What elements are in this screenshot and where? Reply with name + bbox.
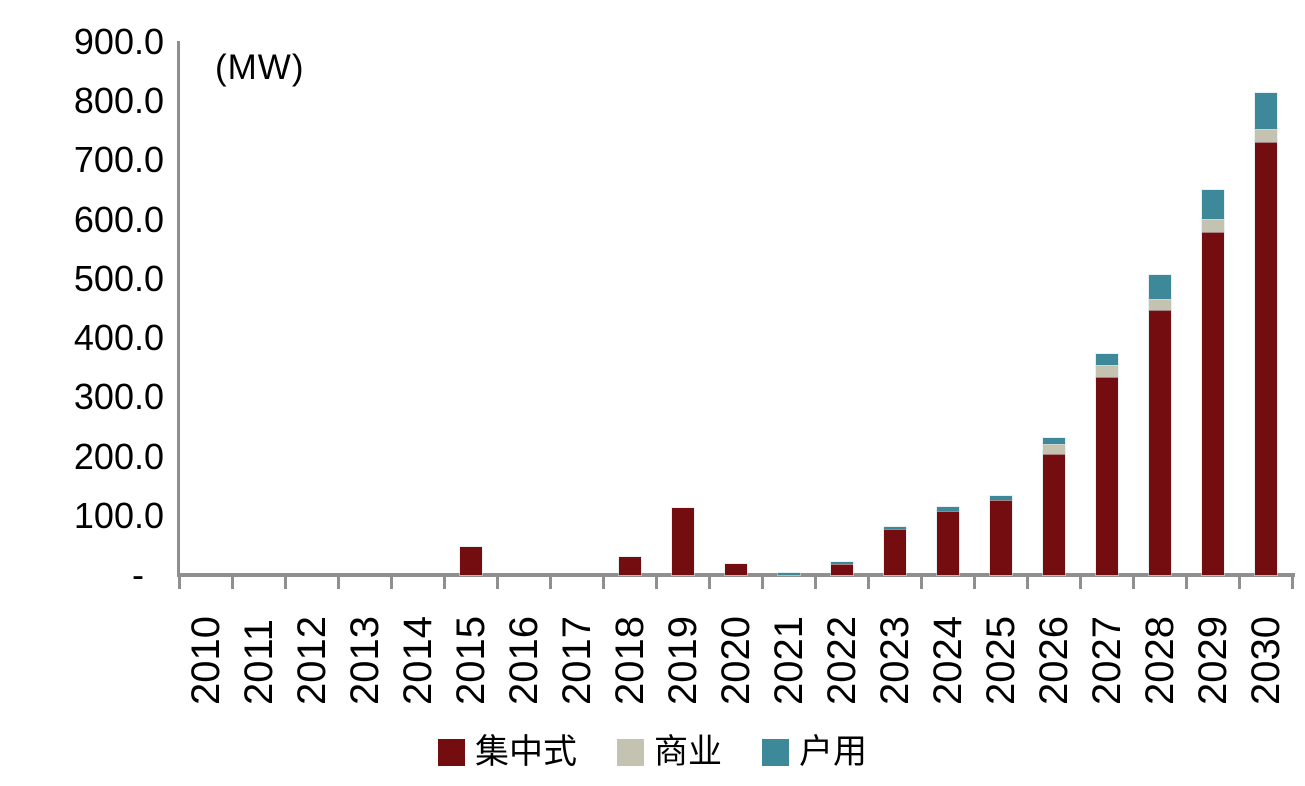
x-axis-tick: [1291, 575, 1294, 589]
x-axis-category-label: 2020: [713, 616, 758, 705]
x-axis-tick: [390, 575, 393, 589]
bar-segment-2029: [1200, 231, 1225, 576]
bar-segment-2030: [1253, 141, 1278, 576]
legend-label-residential: 户用: [799, 733, 867, 771]
x-axis-category-label: 2022: [819, 616, 864, 705]
legend-item-commercial: 商业: [617, 732, 722, 772]
x-axis-category-label: 2025: [978, 616, 1023, 705]
y-axis-line: [177, 41, 180, 577]
x-axis-category-label: 2017: [554, 616, 599, 705]
x-axis-tick: [549, 575, 552, 589]
x-axis-category-label: 2030: [1243, 616, 1288, 705]
bar-segment-2025: [988, 494, 1013, 502]
x-axis-tick: [231, 575, 234, 589]
x-axis-tick: [496, 575, 499, 589]
y-axis-tick-label: 900.0: [73, 21, 164, 62]
bar-segment-2021: [776, 571, 801, 577]
x-axis-tick: [761, 575, 764, 589]
bar-segment-2030: [1253, 128, 1278, 144]
bar-segment-2027: [1094, 352, 1119, 366]
bar-segment-2026: [1041, 437, 1066, 446]
bar-segment-2018: [617, 556, 642, 576]
y-axis-tick-label: 600.0: [73, 198, 164, 240]
y-axis-tick-label: 800.0: [73, 80, 164, 122]
legend-label-commercial: 商业: [654, 733, 722, 771]
x-axis-tick: [443, 575, 446, 589]
x-axis-category-label: 2027: [1084, 616, 1129, 705]
y-axis-tick-label: 300.0: [73, 376, 164, 418]
x-axis-category-label: 2024: [925, 616, 970, 705]
x-axis-category-label: 2029: [1190, 616, 1235, 705]
bar-segment-2022: [829, 562, 854, 577]
bar-segment-2020: [723, 563, 748, 576]
x-axis-tick: [1185, 575, 1188, 589]
bar-segment-2028: [1147, 273, 1172, 301]
bar-segment-2029: [1200, 189, 1225, 221]
x-axis-category-label: 2013: [342, 616, 387, 705]
bar-segment-2024: [935, 510, 960, 576]
legend-item-residential: 户用: [762, 732, 867, 772]
x-axis-tick: [814, 575, 817, 589]
bar-segment-2023: [882, 526, 907, 530]
x-axis-category-label: 2028: [1137, 616, 1182, 705]
x-axis-category-label: 2016: [501, 616, 546, 705]
bar-segment-2029: [1200, 218, 1225, 234]
y-axis-tick-label: 500.0: [73, 257, 164, 299]
x-axis-category-label: 2023: [872, 616, 917, 705]
x-axis-category-label: 2011: [236, 618, 281, 705]
x-axis-tick: [602, 575, 605, 589]
y-axis-tick-label: -: [132, 554, 144, 595]
x-axis-tick: [708, 575, 711, 589]
bar-segment-2024: [935, 505, 960, 513]
bar-segment-2028: [1147, 297, 1172, 312]
x-axis-category-label: 2010: [183, 616, 228, 705]
x-axis-category-label: 2026: [1031, 616, 1076, 705]
bar-segment-2027: [1094, 363, 1119, 379]
x-axis-tick: [655, 575, 658, 589]
x-axis-category-label: 2015: [448, 616, 493, 705]
bar-segment-2028: [1147, 309, 1172, 576]
x-axis-category-label: 2018: [607, 616, 652, 705]
bar-segment-2019: [670, 507, 695, 576]
y-axis-tick-label: 100.0: [73, 494, 164, 536]
x-axis-tick: [284, 575, 287, 589]
chart-legend: 集中式 商业 户用: [0, 728, 1305, 776]
x-axis-category-label: 2014: [395, 616, 440, 705]
legend-swatch-commercial: [617, 738, 644, 766]
x-axis-tick: [178, 575, 181, 589]
x-axis-tick: [973, 575, 976, 589]
legend-swatch-centralized: [438, 738, 465, 766]
x-axis-category-label: 2012: [289, 616, 334, 705]
x-axis-tick: [1079, 575, 1082, 589]
bar-segment-2025: [988, 499, 1013, 576]
x-axis-tick: [1026, 575, 1029, 589]
y-axis-tick-label: 700.0: [73, 139, 164, 181]
bar-segment-2022: [829, 561, 854, 565]
x-axis-tick: [920, 575, 923, 589]
x-axis-tick: [1238, 575, 1241, 589]
x-axis-tick: [867, 575, 870, 589]
bar-segment-2030: [1253, 91, 1278, 131]
legend-swatch-residential: [762, 738, 789, 766]
x-axis-tick: [337, 575, 340, 589]
x-axis-tick: [1132, 575, 1135, 589]
bar-segment-2015: [458, 546, 483, 576]
bar-segment-2027: [1094, 376, 1119, 576]
bar-segment-2026: [1041, 443, 1066, 456]
y-axis-unit-label: (MW): [215, 48, 305, 87]
y-axis-tick-label: 200.0: [73, 435, 164, 477]
x-axis-category-label: 2019: [660, 616, 705, 705]
legend-item-centralized: 集中式: [438, 732, 577, 772]
x-axis-line: [177, 573, 1295, 577]
bar-segment-2023: [882, 527, 907, 576]
y-axis-tick-label: 400.0: [73, 317, 164, 359]
x-axis-category-label: 2021: [766, 616, 811, 705]
bar-segment-2026: [1041, 453, 1066, 576]
legend-label-centralized: 集中式: [475, 733, 577, 771]
